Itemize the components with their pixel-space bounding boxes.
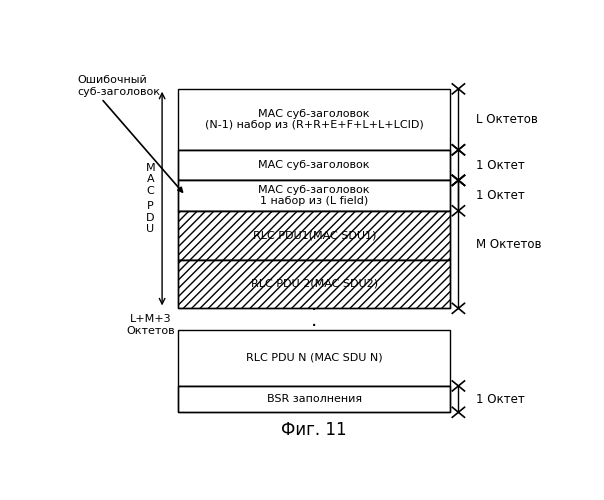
Bar: [179, 89, 450, 150]
Text: Фиг. 11: Фиг. 11: [281, 422, 347, 440]
Text: P
D
U: P D U: [146, 201, 155, 234]
Bar: [179, 260, 450, 308]
Bar: [179, 386, 450, 412]
Bar: [179, 260, 450, 308]
Text: ·
·: · ·: [311, 302, 317, 336]
Text: RLC PDU N (MAC SDU N): RLC PDU N (MAC SDU N): [246, 352, 382, 362]
Bar: [179, 211, 450, 260]
Text: МАС суб-заголовок
(N-1) набор из (R+R+E+F+L+L+LCID): МАС суб-заголовок (N-1) набор из (R+R+E+…: [205, 108, 423, 130]
Text: RLC PDU 2(MAC SDU2): RLC PDU 2(MAC SDU2): [251, 279, 378, 289]
Bar: [179, 386, 450, 412]
Bar: [179, 386, 450, 412]
Bar: [179, 150, 450, 180]
Text: 1 Октет: 1 Октет: [476, 392, 524, 406]
Text: L Октетов: L Октетов: [476, 113, 538, 126]
Bar: [179, 150, 450, 180]
Text: 1 Октет: 1 Октет: [476, 158, 524, 172]
Text: RLC PDU1(MAC SDU1): RLC PDU1(MAC SDU1): [252, 230, 376, 240]
Text: МАС суб-заголовок: МАС суб-заголовок: [259, 160, 370, 170]
Bar: [179, 180, 450, 211]
Text: МАС суб-заголовок
1 набор из (L field): МАС суб-заголовок 1 набор из (L field): [259, 185, 370, 206]
Text: М
А
С: М А С: [146, 162, 155, 196]
Bar: [179, 211, 450, 260]
Bar: [179, 180, 450, 211]
Text: Ошибочный
суб-заголовок: Ошибочный суб-заголовок: [78, 76, 161, 97]
Text: L+M+3
Октетов: L+M+3 Октетов: [126, 314, 175, 336]
Text: M Октетов: M Октетов: [476, 238, 541, 251]
Text: 1 Октет: 1 Октет: [476, 189, 524, 202]
Bar: [179, 150, 450, 180]
Bar: [179, 330, 450, 386]
Text: BSR заполнения: BSR заполнения: [267, 394, 362, 404]
Bar: [179, 180, 450, 211]
